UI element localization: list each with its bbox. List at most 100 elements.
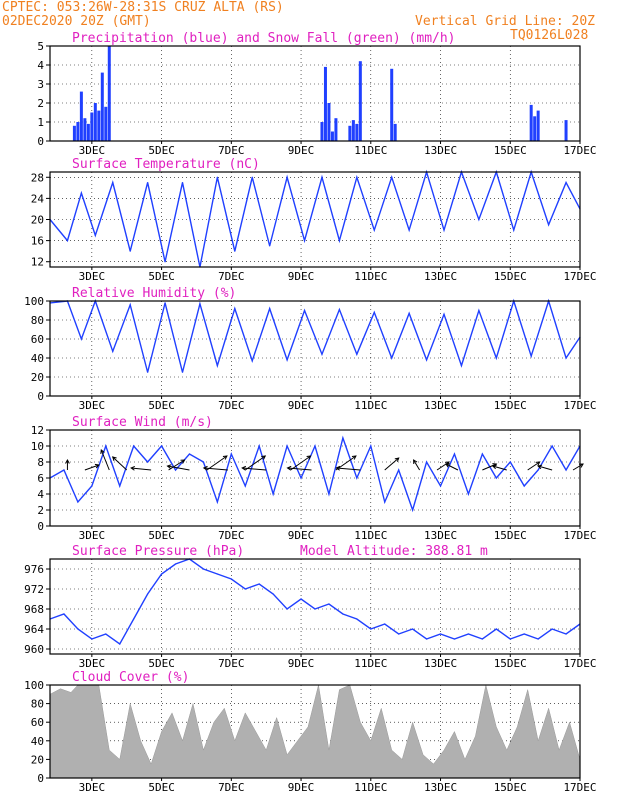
wind-arrow-head xyxy=(351,455,357,460)
x-tick-label: 7DEC xyxy=(218,399,245,412)
wind-point xyxy=(230,453,232,455)
y-tick-label: 976 xyxy=(24,563,44,576)
temp-point xyxy=(286,176,288,178)
y-tick-label: 12 xyxy=(31,424,44,437)
pressure-panel: 960 964 968 972 976 3DEC 5DEC 7DEC 9DEC 11DEC 13DE… xyxy=(24,544,596,670)
x-tick-label: 3DEC xyxy=(79,144,106,157)
wind-arrow-head xyxy=(394,457,400,462)
wind-point xyxy=(300,477,302,479)
wind-arrow-head xyxy=(180,459,186,464)
x-tick-label: 9DEC xyxy=(288,781,315,794)
wind-point xyxy=(77,501,79,503)
wind-arrow xyxy=(203,467,228,471)
header-station: CPTEC: 053:26W-28:31S CRUZ ALTA (RS) xyxy=(2,0,284,15)
precip-bar xyxy=(72,125,76,141)
y-tick-label: 0 xyxy=(37,390,44,403)
pressure-point xyxy=(467,633,470,635)
x-tick-label: 7DEC xyxy=(218,657,245,670)
precip-bar xyxy=(533,116,537,141)
y-tick-label: 10 xyxy=(31,440,44,453)
wind-arrow xyxy=(290,455,311,471)
precip-bar xyxy=(104,106,108,141)
header-date: 02DEC2020 20Z (GMT) xyxy=(2,14,151,29)
wind-arrow xyxy=(206,455,228,471)
pressure-point xyxy=(216,573,218,575)
y-tick-label: 24 xyxy=(31,192,45,205)
cloud-panel: 0 20 40 60 80 100 3DEC 5DEC 7DEC 9DEC 11DEC 13DEC 15… xyxy=(24,670,596,794)
pressure-frame xyxy=(49,558,581,655)
x-tick-label: 9DEC xyxy=(288,399,315,412)
x-tick-label: 9DEC xyxy=(288,657,315,670)
rh-point xyxy=(164,302,166,304)
rh-point xyxy=(478,309,480,312)
x-tick-label: 9DEC xyxy=(288,144,315,157)
precip-bar xyxy=(348,125,352,141)
y-tick-label: 964 xyxy=(24,623,44,636)
temp-point xyxy=(181,181,184,184)
wind-arrow xyxy=(336,467,361,471)
wind-arrow-head xyxy=(261,455,267,460)
pressure-point xyxy=(174,563,177,565)
x-tick-label: 13DEC xyxy=(424,657,457,670)
temp-point xyxy=(338,240,341,242)
wind-point xyxy=(244,485,246,487)
pressure-point xyxy=(523,633,525,635)
wind-arrow xyxy=(100,449,110,471)
y-tick-label: 0 xyxy=(37,772,44,785)
wind-point xyxy=(565,469,567,471)
rh-point xyxy=(356,353,358,355)
wind-point xyxy=(119,485,121,487)
wind-frame xyxy=(49,429,581,527)
y-tick-label: 40 xyxy=(31,352,44,365)
y-tick-label: 8 xyxy=(37,456,44,469)
pressure-point xyxy=(356,618,358,620)
wind-arrow-head xyxy=(166,464,172,469)
wind-arrow xyxy=(244,455,266,471)
y-tick-label: 12 xyxy=(31,256,44,269)
wind-arrow-head xyxy=(202,465,208,471)
precip-panel: 0 1 2 3 4 5 3DEC 5DEC 7DEC 9DEC 11DEC 13DEC 15DEC 17D… xyxy=(37,31,596,157)
wind-point xyxy=(272,493,274,495)
wind-point xyxy=(314,445,316,447)
x-tick-label: 9DEC xyxy=(288,270,315,283)
x-tick-label: 7DEC xyxy=(218,781,245,794)
wind-point xyxy=(286,445,288,447)
y-tick-label: 100 xyxy=(24,295,44,308)
rh-frame xyxy=(49,300,581,397)
wind-point xyxy=(537,469,539,471)
wind-point xyxy=(439,485,442,487)
wind-arrow-head xyxy=(222,455,228,460)
wind-point xyxy=(63,469,65,471)
rh-point xyxy=(234,308,236,310)
x-tick-label: 11DEC xyxy=(354,270,387,283)
precip-bar xyxy=(107,46,111,141)
rh-point xyxy=(251,360,253,362)
wind-point xyxy=(509,461,511,463)
precip-bar xyxy=(86,123,90,141)
pressure-point xyxy=(439,633,442,635)
x-tick-label: 7DEC xyxy=(218,270,245,283)
rh-point xyxy=(338,308,341,311)
pressure-point xyxy=(342,613,344,615)
rh-point xyxy=(321,353,323,355)
wind-point xyxy=(328,493,330,495)
wind-arrow xyxy=(242,467,267,471)
wind-arrow xyxy=(384,457,400,471)
y-tick-label: 28 xyxy=(31,171,44,184)
wind-point xyxy=(160,445,163,447)
wind-point xyxy=(105,445,107,447)
x-tick-label: 11DEC xyxy=(354,781,387,794)
temp-point xyxy=(129,250,131,252)
temp-point xyxy=(234,250,236,252)
x-tick-label: 15DEC xyxy=(494,399,527,412)
rh-point xyxy=(112,350,114,352)
pressure-point xyxy=(328,603,330,605)
temp-point xyxy=(80,192,82,194)
wind-arrow-head xyxy=(445,463,450,468)
rh-point xyxy=(129,304,131,306)
rh-point xyxy=(565,357,567,359)
precip-bar xyxy=(330,131,334,141)
y-tick-label: 968 xyxy=(24,603,44,616)
temp-point xyxy=(321,176,323,178)
wind-point xyxy=(425,461,428,463)
